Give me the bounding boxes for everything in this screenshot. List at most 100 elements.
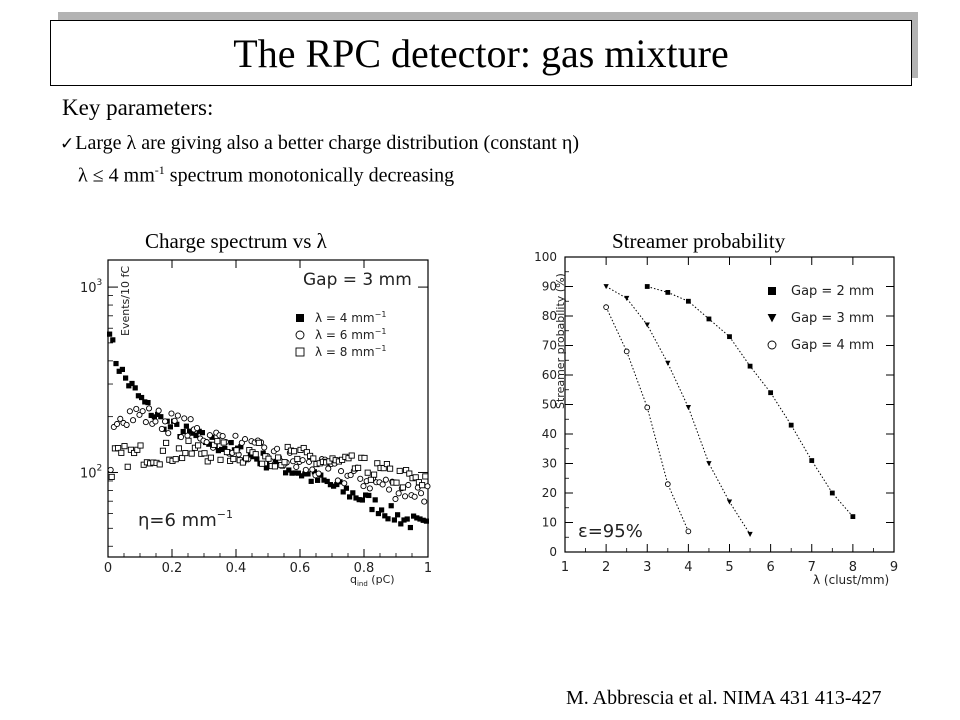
- series-3: [108, 437, 429, 491]
- data-point: [155, 407, 162, 414]
- data-point: [196, 428, 202, 434]
- data-point: [363, 492, 369, 498]
- data-point: [399, 484, 406, 491]
- citation: M. Abbrescia et al. NIMA 431 413-427: [566, 687, 882, 709]
- legend: Gap = 2 mm Gap = 3 mm Gap = 4 mm: [767, 284, 874, 353]
- data-point: [334, 477, 341, 484]
- legend: λ = 4 mm−1 λ = 6 mm−1 λ = 8 mm−1: [295, 310, 386, 359]
- legend-marker: [767, 340, 777, 350]
- data-point: [343, 485, 349, 491]
- data-point: [274, 445, 281, 452]
- data-point: [223, 449, 230, 456]
- data-point: [407, 524, 413, 531]
- data-point: [347, 494, 353, 500]
- data-point: [180, 428, 186, 435]
- x-tick-label: 4: [684, 560, 692, 575]
- bullet-large-lambda: ✓Large λ are giving also a better charge…: [60, 132, 579, 155]
- data-point: [685, 528, 692, 535]
- bullet-lambda-limit: λ ≤ 4 mm-1 spectrum monotonically decrea…: [78, 163, 454, 188]
- data-point: [233, 447, 240, 454]
- streamer-probability-chart: 1 2 3 4 5 6 7 8 9 0 10 20 30 40 50 60 70 80 90 100 Streame…: [534, 250, 898, 587]
- x-tick-label: 6: [766, 560, 774, 575]
- data-point: [315, 477, 321, 483]
- data-point: [685, 298, 691, 304]
- data-point: [395, 490, 402, 497]
- series-2: [603, 284, 753, 537]
- bullet1-lambda: λ: [126, 132, 137, 154]
- y-tick-label: 90: [542, 280, 557, 294]
- x-tick-label: 3: [643, 560, 651, 575]
- data-point: [644, 404, 651, 411]
- data-point: [388, 503, 394, 509]
- data-point: [119, 366, 125, 373]
- data-point: [139, 408, 146, 415]
- y-tick-label: 10: [542, 516, 557, 530]
- data-point: [421, 498, 428, 505]
- legend-label: λ = 8 mm−1: [315, 344, 386, 359]
- data-point: [747, 531, 753, 537]
- data-point: [644, 322, 650, 328]
- data-point: [214, 438, 221, 445]
- legend-label: λ = 4 mm−1: [315, 310, 386, 325]
- data-point: [747, 363, 753, 369]
- data-point: [350, 490, 356, 496]
- bullet2-lambda: λ: [78, 164, 88, 187]
- y-axis-label: Events/10 fC: [119, 266, 132, 336]
- data-point: [299, 473, 305, 479]
- data-point: [291, 448, 298, 455]
- data-point: [124, 463, 131, 470]
- legend-marker: [295, 347, 305, 357]
- data-point: [121, 443, 128, 450]
- key-parameters-heading: Key parameters:: [62, 95, 214, 120]
- data-point: [126, 383, 132, 389]
- data-point: [219, 433, 226, 440]
- data-point: [184, 432, 191, 439]
- data-point: [238, 444, 244, 450]
- data-point: [411, 493, 418, 500]
- data-point: [324, 478, 330, 485]
- data-point: [321, 477, 327, 483]
- data-point: [107, 466, 114, 474]
- data-point: [406, 470, 413, 477]
- data-point: [603, 304, 609, 311]
- data-point: [259, 460, 266, 467]
- data-point: [261, 444, 268, 451]
- data-point: [308, 478, 314, 484]
- data-point: [398, 521, 404, 527]
- data-point: [353, 495, 359, 501]
- data-point: [220, 439, 227, 446]
- data-point: [310, 455, 317, 462]
- data-point: [706, 461, 712, 467]
- data-point: [340, 489, 346, 495]
- y-tick-label: 0: [549, 545, 557, 559]
- data-point: [162, 418, 169, 425]
- data-point: [260, 450, 266, 456]
- data-point: [156, 461, 163, 468]
- x-tick-label: 1: [424, 561, 432, 576]
- data-point: [187, 416, 194, 423]
- data-point: [110, 337, 116, 343]
- data-point: [685, 405, 692, 411]
- data-point: [286, 467, 292, 473]
- data-point: [243, 455, 250, 462]
- data-point: [207, 454, 214, 461]
- data-point: [402, 493, 409, 500]
- data-point: [348, 452, 355, 459]
- data-point: [131, 449, 138, 457]
- x-tick-label: 0.2: [162, 561, 183, 576]
- data-point: [809, 458, 815, 463]
- legend-label: λ = 6 mm−1: [315, 327, 386, 342]
- data-point: [289, 470, 295, 476]
- data-point: [142, 399, 148, 405]
- data-point: [126, 408, 133, 415]
- data-point: [665, 360, 671, 366]
- data-point: [334, 481, 340, 488]
- data-point: [130, 417, 137, 424]
- data-point: [302, 466, 309, 473]
- data-point: [179, 454, 186, 462]
- data-point: [644, 284, 650, 289]
- data-point: [379, 507, 385, 513]
- data-point: [374, 460, 381, 467]
- data-point: [292, 470, 298, 476]
- y-tick-label: 20: [542, 486, 557, 500]
